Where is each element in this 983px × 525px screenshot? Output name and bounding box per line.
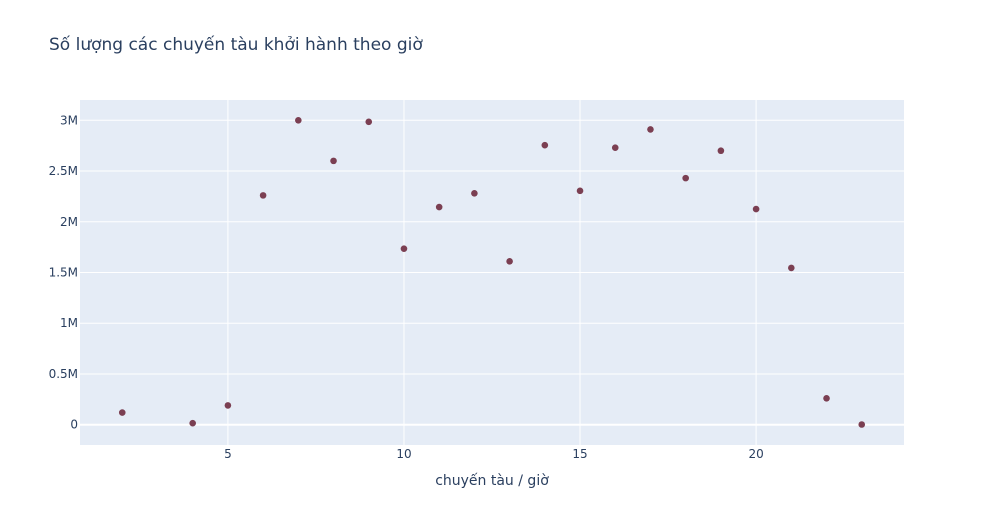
data-point[interactable] bbox=[823, 395, 830, 402]
x-tick-label: 15 bbox=[572, 447, 587, 461]
data-point[interactable] bbox=[330, 157, 337, 165]
data-point[interactable] bbox=[717, 147, 725, 155]
y-tick-label: 1.5M bbox=[49, 266, 78, 280]
data-point[interactable] bbox=[365, 118, 373, 126]
data-point[interactable] bbox=[189, 419, 196, 427]
data-point[interactable] bbox=[259, 192, 267, 199]
y-axis-ticks: 0 0.5M 1M 1.5M 2M 2.5M 3M bbox=[49, 113, 78, 431]
y-tick-label: 2.5M bbox=[49, 164, 78, 178]
chart-title: Số lượng các chuyến tàu khởi hành theo g… bbox=[49, 34, 423, 55]
x-tick-label: 5 bbox=[224, 447, 232, 461]
data-point[interactable] bbox=[647, 126, 654, 133]
data-point[interactable] bbox=[471, 190, 478, 197]
data-point[interactable] bbox=[788, 264, 795, 272]
x-tick-label: 20 bbox=[748, 447, 763, 461]
x-axis-ticks: 5 10 15 20 bbox=[224, 447, 764, 461]
data-point[interactable] bbox=[400, 245, 408, 252]
x-axis-title: chuyến tàu / giờ bbox=[435, 472, 549, 489]
data-point[interactable] bbox=[541, 141, 549, 149]
data-point[interactable] bbox=[858, 421, 866, 428]
data-point[interactable] bbox=[611, 144, 619, 151]
y-tick-label: 3M bbox=[60, 113, 78, 127]
data-point[interactable] bbox=[295, 116, 302, 124]
data-point[interactable] bbox=[752, 205, 760, 213]
y-tick-label: 0.5M bbox=[49, 367, 78, 381]
data-point[interactable] bbox=[118, 409, 126, 416]
data-points bbox=[118, 116, 866, 428]
y-tick-label: 1M bbox=[60, 316, 78, 330]
data-point[interactable] bbox=[682, 174, 689, 182]
data-point[interactable] bbox=[435, 203, 443, 211]
data-point[interactable] bbox=[224, 402, 232, 409]
y-tick-label: 2M bbox=[60, 215, 78, 229]
gridlines bbox=[80, 100, 904, 445]
data-point[interactable] bbox=[576, 187, 584, 195]
data-point[interactable] bbox=[506, 258, 513, 265]
x-tick-label: 10 bbox=[396, 447, 411, 461]
y-tick-label: 0 bbox=[70, 418, 78, 432]
